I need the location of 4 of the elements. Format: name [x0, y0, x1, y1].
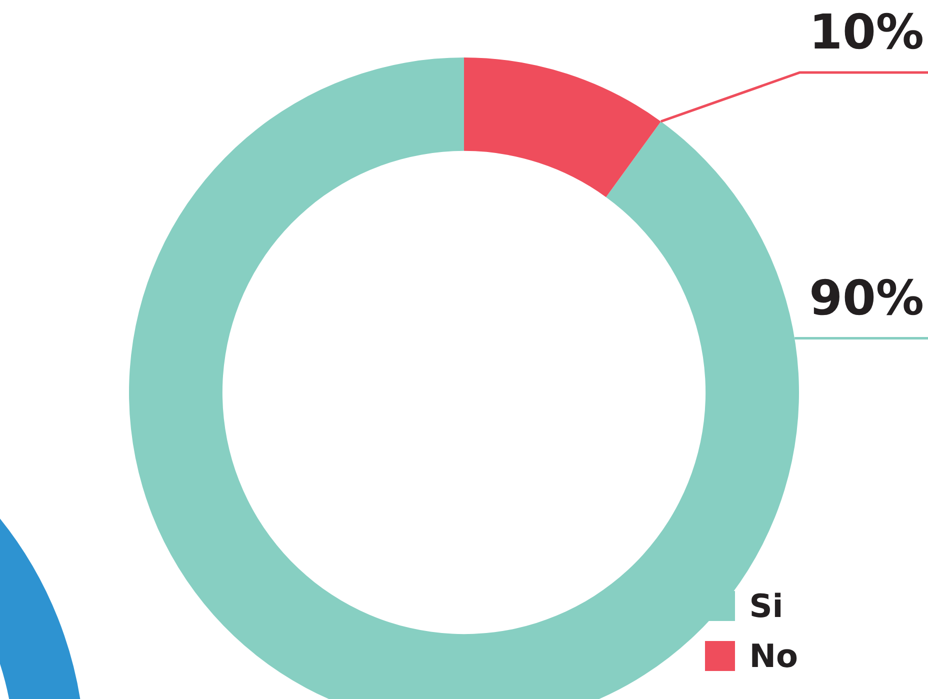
data-label: 10% [809, 4, 924, 60]
legend-label: No [749, 637, 798, 675]
legend-label: Si [749, 587, 784, 625]
data-label: 90% [809, 270, 924, 326]
